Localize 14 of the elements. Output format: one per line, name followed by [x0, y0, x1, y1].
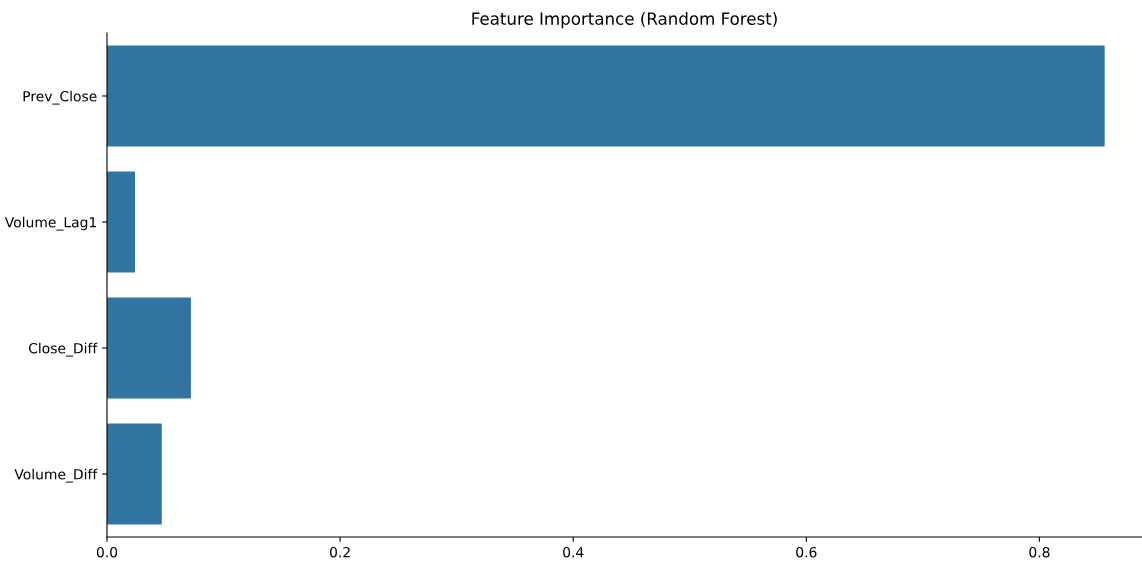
x-tick-label: 0.8: [1029, 546, 1050, 558]
bar: [107, 297, 191, 399]
x-tick-label: 0.0: [96, 546, 118, 558]
x-tick-label: 0.4: [563, 546, 584, 558]
chart-title: Feature Importance (Random Forest): [472, 12, 777, 29]
bar: [107, 171, 135, 273]
y-tick-label: Prev_Close: [23, 90, 97, 105]
y-tick-label: Close_Diff: [28, 342, 98, 357]
bar: [107, 423, 162, 525]
x-tick-label: 0.6: [796, 546, 817, 558]
y-tick-label: Volume_Lag1: [4, 216, 96, 231]
x-tick-label: 0.2: [329, 546, 350, 558]
bar: [107, 45, 1105, 147]
y-tick-label: Volume_Diff: [14, 468, 98, 483]
